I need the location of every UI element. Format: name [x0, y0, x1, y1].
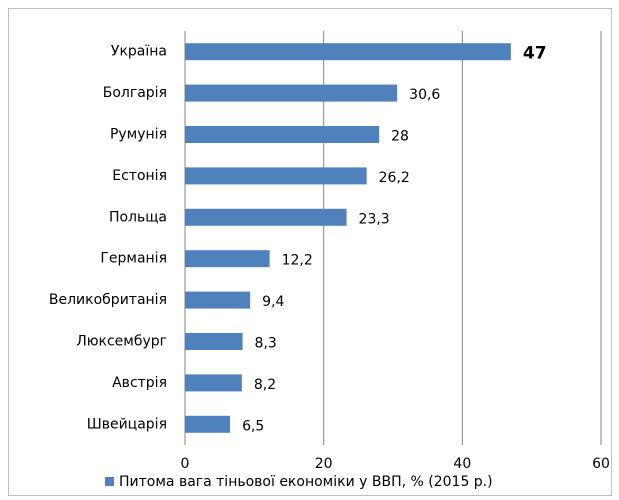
y-tick-label: Швейцарія	[87, 416, 167, 432]
y-tick-label: Австрія	[112, 375, 167, 391]
value-label: 6,5	[242, 418, 264, 434]
bar	[185, 84, 398, 102]
bar	[185, 250, 270, 268]
y-tick-label: Румунія	[110, 127, 167, 143]
y-tick-label: Великобританія	[49, 292, 167, 308]
y-tick-label: Люксембург	[76, 334, 167, 350]
x-tick-label: 20	[315, 456, 333, 472]
value-label: 8,3	[255, 336, 277, 352]
value-label: 23,3	[359, 211, 390, 227]
bar	[185, 126, 380, 143]
bar	[185, 374, 242, 392]
y-tick-label: Естонія	[112, 168, 167, 184]
value-label: 12,2	[282, 253, 313, 269]
bar	[185, 333, 243, 350]
y-tick-label: Україна	[111, 44, 167, 60]
value-label: 26,2	[379, 170, 410, 186]
value-label: 28	[391, 129, 409, 145]
y-tick-label: Германія	[100, 251, 167, 267]
chart-frame	[8, 8, 612, 496]
value-label: 47	[523, 44, 547, 64]
bar	[185, 415, 231, 433]
x-tick-label: 40	[453, 456, 471, 472]
x-tick-label: 60	[592, 456, 610, 472]
value-label: 30,6	[409, 87, 440, 103]
value-label: 8,2	[254, 377, 276, 393]
value-label: 9,4	[262, 294, 284, 310]
bar	[185, 167, 367, 185]
y-tick-label: Польща	[109, 209, 167, 225]
legend-swatch	[105, 477, 114, 486]
y-tick-label: Болгарія	[103, 85, 167, 101]
bar	[185, 291, 251, 309]
x-tick-label: 0	[181, 456, 190, 472]
legend-label: Питома вага тіньової економіки у ВВП, % …	[119, 474, 493, 490]
bar	[185, 43, 511, 61]
bar	[185, 208, 347, 226]
